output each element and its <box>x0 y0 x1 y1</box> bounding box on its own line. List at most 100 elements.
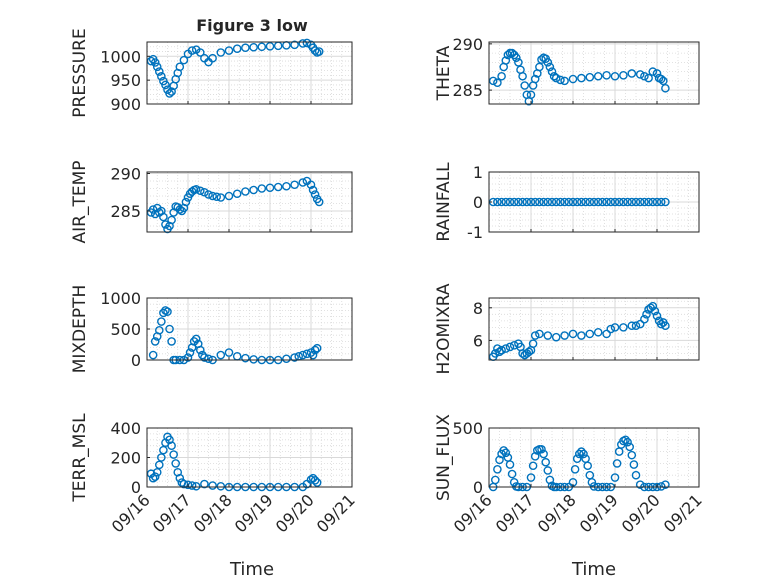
data-point <box>652 311 662 321</box>
data-point <box>635 480 645 489</box>
data-point <box>157 317 166 326</box>
data-point <box>593 327 603 337</box>
data-point <box>150 337 160 346</box>
data-point <box>598 197 607 207</box>
data-point <box>490 475 500 485</box>
data-point <box>167 441 176 451</box>
data-point <box>312 343 322 353</box>
y-tick-label: -1 <box>467 223 483 242</box>
y-axis-label: MIXDEPTH <box>70 285 90 374</box>
data-point <box>625 442 635 452</box>
data-point <box>535 62 544 72</box>
data-point <box>509 477 519 487</box>
data-point <box>503 50 513 60</box>
data-point <box>572 454 582 463</box>
data-point <box>159 308 168 318</box>
data-point <box>310 476 320 485</box>
data-point <box>165 89 174 98</box>
y-tick-label: 0 <box>473 193 483 212</box>
data-point <box>302 38 312 48</box>
data-point <box>314 47 324 56</box>
data-point <box>308 350 318 360</box>
data-point <box>526 197 536 207</box>
subplot-5: 0 500 1000 MIXDEPTH <box>70 285 353 374</box>
data-point <box>167 87 176 96</box>
data-point <box>627 197 637 207</box>
data-point <box>568 74 578 84</box>
data-point <box>610 323 620 332</box>
data-point <box>640 71 649 81</box>
data-point <box>661 83 670 93</box>
data-point <box>627 450 637 460</box>
y-tick-label: 0 <box>131 478 141 497</box>
data-point <box>631 470 641 480</box>
y-axis-label: AIR_TEMP <box>70 161 90 244</box>
data-point <box>612 459 622 468</box>
data-point <box>499 446 509 455</box>
subplot-1: 900 950 1000 PRESSURE <box>70 28 353 118</box>
data-point <box>659 76 668 86</box>
axes-box <box>146 171 353 233</box>
data-point <box>312 478 322 487</box>
data-point <box>501 56 511 65</box>
data-point <box>535 197 544 207</box>
data-point <box>539 449 548 459</box>
x-axis-label-right: Time <box>571 559 616 580</box>
data-point <box>509 197 519 207</box>
data-point <box>570 464 580 474</box>
data-point <box>150 58 160 67</box>
data-point <box>631 321 641 331</box>
data-point <box>212 192 221 202</box>
subplot-4: -1 0 1 RAINFALL <box>434 162 700 242</box>
data-point <box>191 481 201 491</box>
data-point <box>224 348 234 357</box>
data-point <box>241 187 250 196</box>
data-point <box>163 307 172 316</box>
data-point <box>644 197 653 207</box>
data-point <box>629 460 639 469</box>
data-point <box>161 80 170 90</box>
y-tick-label: 285 <box>452 81 483 100</box>
x-axis-label-left: Time <box>229 559 274 580</box>
data-point <box>661 480 670 489</box>
data-point <box>579 449 588 459</box>
data-point <box>241 43 250 53</box>
data-point <box>543 58 553 67</box>
data-point <box>547 197 557 207</box>
data-point <box>159 212 168 222</box>
data-point <box>518 71 527 81</box>
data-point <box>635 197 645 207</box>
data-point <box>640 314 649 324</box>
data-point <box>568 329 578 339</box>
data-point <box>195 186 205 196</box>
data-point <box>204 190 213 199</box>
data-point <box>661 197 670 207</box>
data-point <box>195 48 205 57</box>
data-point <box>232 189 242 199</box>
data-point <box>535 329 544 339</box>
data-point <box>589 482 599 491</box>
data-point <box>514 197 523 207</box>
y-axis-label: PRESSURE <box>70 28 90 117</box>
axes-box <box>488 41 700 105</box>
data-point <box>232 44 242 53</box>
y-tick-label: 8 <box>473 299 483 318</box>
data-point <box>577 197 586 207</box>
data-point <box>181 197 191 207</box>
data-point <box>216 481 226 491</box>
data-point <box>556 197 565 207</box>
data-point <box>175 473 185 483</box>
data-point <box>526 90 536 100</box>
data-point <box>493 78 502 88</box>
data-point <box>635 319 645 329</box>
data-point <box>539 197 548 207</box>
data-point <box>551 73 561 83</box>
y-axis-label: RAINFALL <box>434 162 454 242</box>
data-point <box>282 181 291 191</box>
data-point <box>507 469 517 479</box>
data-point <box>530 74 540 84</box>
y-tick-label: 0 <box>131 351 141 370</box>
data-point <box>179 479 189 489</box>
